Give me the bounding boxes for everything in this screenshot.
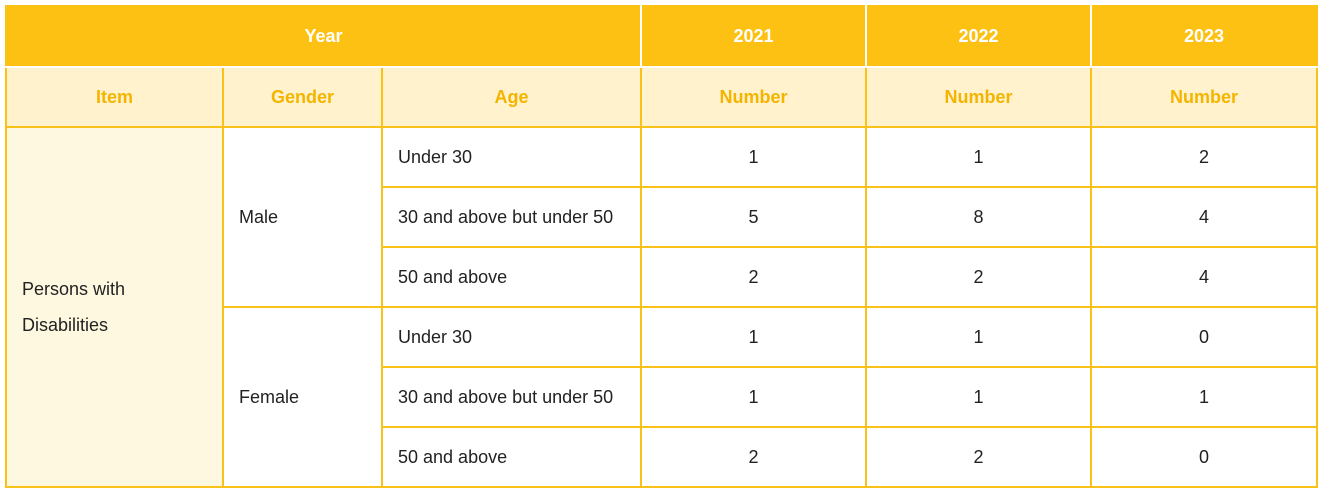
table-row: 50 and above 2 2 4 — [6, 246, 1319, 308]
value-cell: 4 — [1090, 246, 1319, 308]
value-cell: 1 — [640, 126, 868, 188]
column-header-row: Item Gender Age Number Number Number — [5, 66, 1319, 128]
item-cell: Persons with Disabilities — [5, 126, 224, 488]
value-cell: 1 — [1090, 366, 1319, 428]
value-cell: 2 — [1090, 126, 1319, 188]
value-cell: 1 — [640, 366, 868, 428]
year-2022: 2022 — [865, 5, 1093, 68]
age-cell: 50 and above — [380, 246, 643, 308]
age-cell: 30 and above but under 50 — [380, 366, 643, 428]
value-cell: 4 — [1090, 186, 1319, 248]
age-cell: Under 30 — [380, 126, 643, 188]
value-cell: 2 — [640, 246, 868, 308]
gender-cell-female: Female — [222, 306, 383, 488]
year-header-row: Year 2021 2022 2023 — [4, 5, 1319, 68]
value-cell: 1 — [865, 306, 1093, 368]
number-header-2023: Number — [1090, 66, 1319, 128]
value-cell: 2 — [640, 426, 868, 488]
table-row: 50 and above 2 2 0 — [6, 426, 1319, 488]
table-row: Persons with Disabilities Male Under 30 … — [5, 126, 1319, 488]
disability-employee-table-wrapper: Year 2021 2022 2023 Item Gender Age Numb… — [4, 5, 1319, 488]
value-cell: 0 — [1090, 426, 1319, 488]
item-label-line1: Persons with — [22, 279, 126, 299]
item-label-line2: Disabilities — [22, 315, 109, 335]
number-header-2021: Number — [640, 66, 868, 128]
table-row: 30 and above but under 50 5 8 4 — [6, 186, 1319, 248]
gender-header: Gender — [222, 66, 383, 128]
age-cell: Under 30 — [380, 306, 643, 368]
year-2021: 2021 — [640, 5, 868, 68]
value-cell: 2 — [865, 426, 1093, 488]
value-cell: 8 — [865, 186, 1093, 248]
value-cell: 2 — [865, 246, 1093, 308]
value-cell: 1 — [865, 126, 1093, 188]
number-header-2022: Number — [865, 66, 1093, 128]
value-cell: 0 — [1090, 306, 1319, 368]
table-row: Female Under 30 1 1 0 — [6, 306, 1319, 488]
age-cell: 50 and above — [380, 426, 643, 488]
age-header: Age — [380, 66, 643, 128]
year-label: Year — [4, 5, 643, 68]
year-2023: 2023 — [1090, 5, 1319, 68]
gender-cell-male: Male — [222, 126, 383, 308]
value-cell: 5 — [640, 186, 868, 248]
table-row: 30 and above but under 50 1 1 1 — [6, 366, 1319, 428]
value-cell: 1 — [640, 306, 868, 368]
age-cell: 30 and above but under 50 — [380, 186, 643, 248]
value-cell: 1 — [865, 366, 1093, 428]
item-header: Item — [5, 66, 224, 128]
disability-employee-table: Year 2021 2022 2023 Item Gender Age Numb… — [4, 5, 1319, 488]
